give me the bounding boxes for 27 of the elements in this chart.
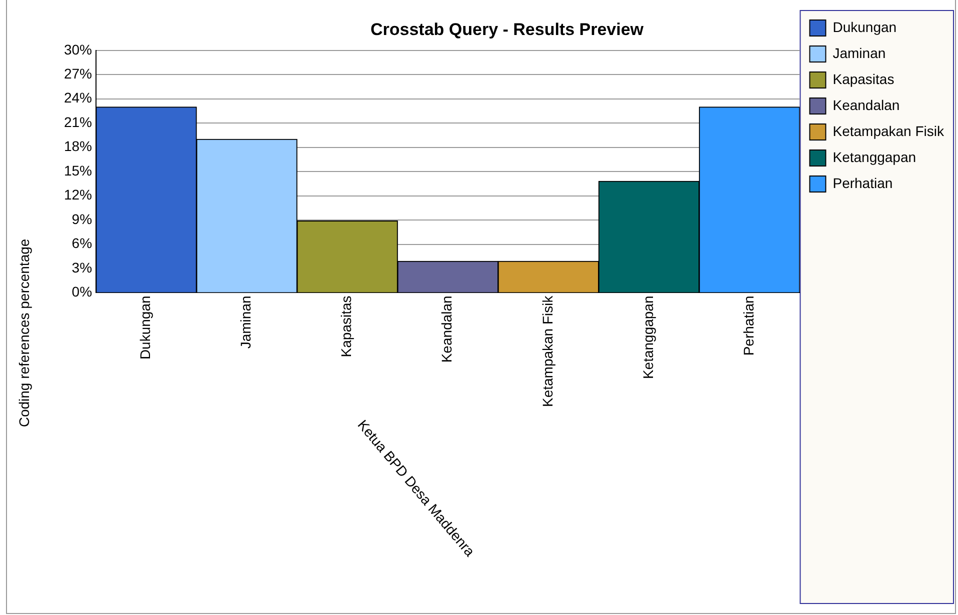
- legend-label: Perhatian: [832, 174, 893, 191]
- y-tick-label: 24%: [64, 90, 92, 106]
- y-tick-label: 15%: [64, 162, 92, 178]
- legend-label: Keandalan: [832, 96, 900, 113]
- legend-label: Ketampakan Fisik: [832, 122, 945, 139]
- legend-label: Jaminan: [832, 44, 886, 61]
- y-tick-label: 3%: [72, 259, 92, 276]
- y-tick-label: 27%: [64, 65, 92, 82]
- chart-title: Crosstab Query - Results Preview: [370, 20, 644, 39]
- y-tick-label: 0%: [72, 284, 92, 300]
- y-tick-label: 21%: [64, 114, 92, 130]
- x-tick-label: Dukungan: [137, 296, 154, 360]
- x-tick-label: Ketanggapan: [640, 296, 656, 380]
- y-tick-label: 12%: [64, 186, 92, 203]
- y-axis-title: Coding references percentage: [16, 238, 32, 428]
- legend-label: Ketanggapan: [832, 148, 916, 165]
- y-tick-label: 9%: [72, 210, 92, 227]
- y-tick-label: 6%: [72, 235, 92, 252]
- x-tick-label: Kapasitas: [338, 296, 354, 358]
- x-tick-label: Ketampakan Fisik: [539, 294, 556, 408]
- y-tick-label: 18%: [64, 138, 92, 154]
- x-tick-label: Keandalan: [438, 296, 455, 363]
- legend-label: Kapasitas: [832, 70, 894, 87]
- x-tick-label: Perhatian: [740, 296, 756, 356]
- x-tick-label: Jaminan: [238, 296, 254, 349]
- legend-label: Dukungan: [832, 18, 897, 35]
- y-tick-label: 30%: [64, 41, 92, 58]
